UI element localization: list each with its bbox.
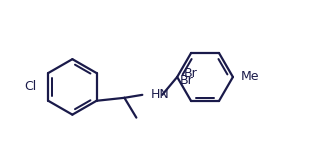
Text: Me: Me <box>241 71 259 83</box>
Text: Br: Br <box>184 67 198 80</box>
Text: Cl: Cl <box>24 80 36 93</box>
Text: HN: HN <box>150 88 169 101</box>
Text: Br: Br <box>180 74 194 87</box>
